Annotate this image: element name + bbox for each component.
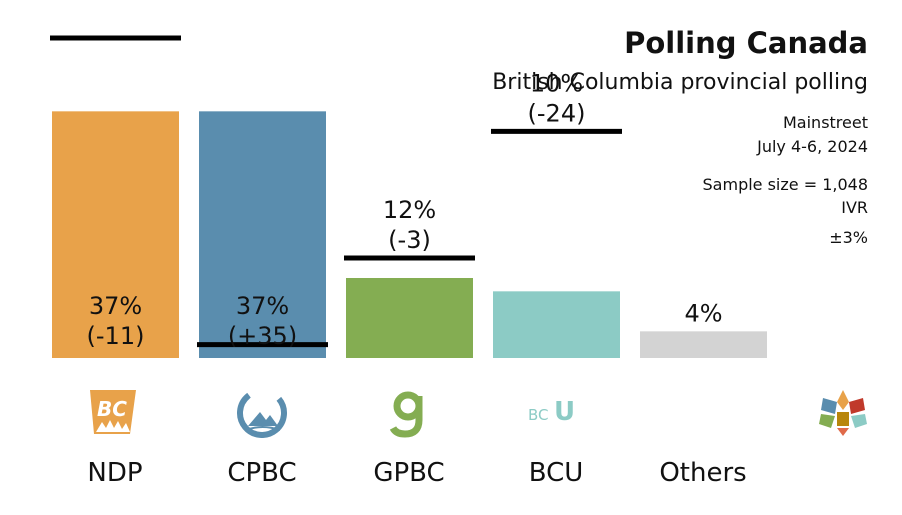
change-label-gpbc: (-3) bbox=[388, 226, 431, 254]
change-label-cpbc: (+35) bbox=[228, 322, 297, 350]
pollster-name: Mainstreet bbox=[783, 113, 868, 132]
sample-size: Sample size = 1,048 bbox=[702, 175, 868, 194]
category-label-ndp: NDP bbox=[87, 458, 143, 488]
category-label-others: Others bbox=[659, 458, 747, 488]
value-label-others: 4% bbox=[684, 299, 722, 327]
chart-title: Polling Canada bbox=[624, 26, 868, 60]
svg-text:U: U bbox=[554, 397, 575, 427]
cpbc-logo bbox=[237, 388, 287, 438]
poll-method: IVR bbox=[841, 198, 868, 217]
margin-of-error: ±3% bbox=[829, 228, 868, 247]
value-label-bcu: 10% bbox=[530, 69, 583, 97]
bc-ndp-logo: BC bbox=[90, 390, 136, 434]
value-label-ndp: 37% bbox=[89, 292, 142, 320]
change-label-bcu: (-24) bbox=[528, 99, 586, 127]
category-label-gpbc: GPBC bbox=[373, 458, 445, 488]
bcu-logo: BC U bbox=[528, 397, 575, 427]
bar-cpbc bbox=[199, 111, 326, 358]
category-label-cpbc: CPBC bbox=[227, 458, 297, 488]
value-label-gpbc: 12% bbox=[383, 196, 436, 224]
category-label-bcu: BCU bbox=[528, 458, 584, 488]
bar-gpbc bbox=[346, 278, 473, 358]
poll-dates: July 4-6, 2024 bbox=[757, 137, 868, 156]
change-label-ndp: (-11) bbox=[87, 322, 145, 350]
svg-text:BC: BC bbox=[528, 406, 549, 424]
bar-others bbox=[640, 331, 767, 358]
bar-ndp bbox=[52, 111, 179, 358]
bar-bcu bbox=[493, 291, 620, 358]
svg-text:BC: BC bbox=[97, 397, 127, 421]
polling-canada-logo bbox=[819, 390, 867, 436]
green-g-logo bbox=[389, 391, 423, 438]
chart-subtitle: British Columbia provincial polling bbox=[492, 70, 868, 95]
value-label-cpbc: 37% bbox=[236, 292, 289, 320]
